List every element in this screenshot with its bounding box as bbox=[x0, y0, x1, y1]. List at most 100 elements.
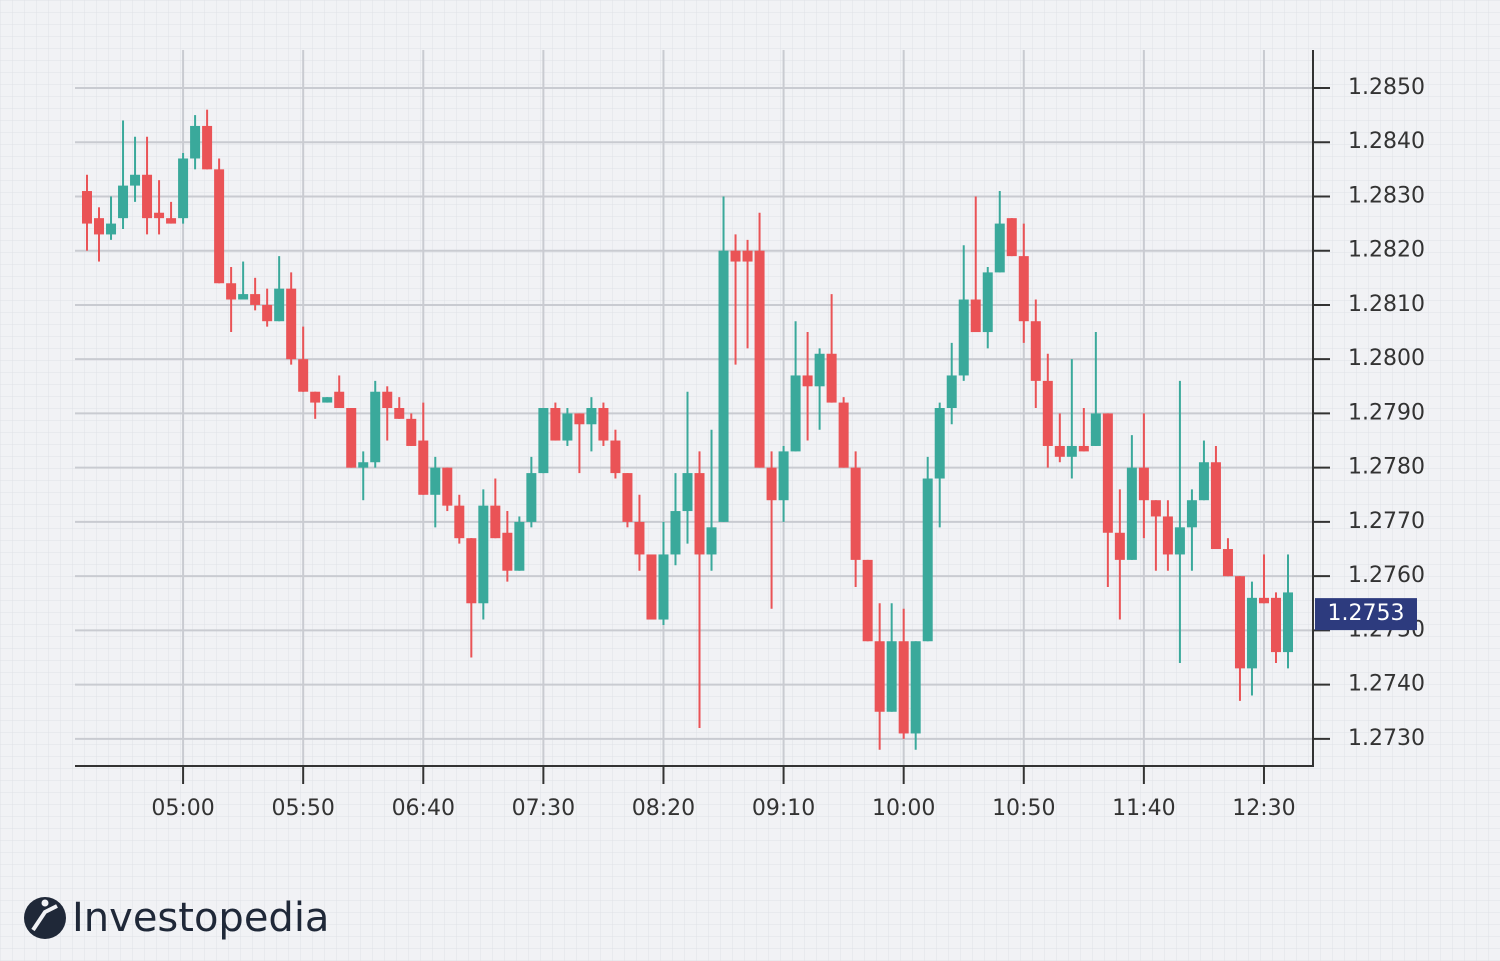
brand: Investopedia bbox=[72, 895, 329, 941]
candle-body bbox=[718, 250, 729, 522]
candle-body bbox=[970, 299, 981, 333]
candle-body bbox=[226, 283, 237, 300]
candle-body bbox=[82, 191, 92, 224]
candle-body bbox=[850, 467, 861, 560]
candle-body bbox=[526, 473, 537, 522]
candle-body bbox=[922, 478, 933, 642]
candle-body bbox=[730, 250, 741, 262]
candle-body bbox=[514, 521, 525, 571]
candle-body bbox=[286, 288, 297, 360]
y-tick-label: 1.2730 bbox=[1348, 726, 1425, 751]
y-tick-label: 1.2800 bbox=[1348, 346, 1425, 371]
candle-body bbox=[106, 223, 117, 235]
y-tick-label: 1.2820 bbox=[1348, 238, 1425, 263]
y-tick-label: 1.2840 bbox=[1348, 129, 1425, 154]
candle-body bbox=[1066, 445, 1077, 457]
candle-body bbox=[670, 511, 681, 555]
logo-icon-mark bbox=[31, 904, 58, 932]
candle-body bbox=[898, 641, 909, 734]
candle-body bbox=[1018, 256, 1029, 322]
candle-body bbox=[598, 408, 609, 441]
last-price-tag: 1.2753 bbox=[1315, 598, 1417, 631]
candle-body bbox=[874, 641, 885, 712]
candle-body bbox=[1030, 321, 1041, 381]
candle-body bbox=[1270, 597, 1281, 653]
candle-body bbox=[274, 288, 285, 322]
candle-body bbox=[358, 462, 369, 468]
candle-body bbox=[862, 559, 873, 642]
candle-body bbox=[790, 375, 801, 452]
x-tick-label: 10:50 bbox=[992, 796, 1055, 821]
y-tick-label: 1.2740 bbox=[1348, 672, 1425, 697]
candle-body bbox=[826, 353, 837, 403]
candle-body bbox=[346, 408, 357, 468]
candle-body bbox=[262, 304, 273, 322]
candle-body bbox=[454, 505, 465, 539]
candle-body bbox=[118, 185, 129, 219]
candle-body bbox=[430, 467, 441, 495]
candle-body bbox=[1283, 592, 1293, 653]
candle-body bbox=[382, 391, 393, 408]
candle-body bbox=[886, 641, 897, 712]
x-tick-label: 10:00 bbox=[872, 796, 935, 821]
candle-body bbox=[478, 505, 489, 604]
candle-body bbox=[742, 250, 753, 262]
candle-body bbox=[502, 532, 513, 571]
candle-body bbox=[202, 125, 213, 170]
x-tick-label: 08:20 bbox=[632, 796, 695, 821]
candle-body bbox=[982, 272, 993, 333]
candle-body bbox=[538, 408, 549, 474]
candle-body bbox=[1222, 549, 1233, 577]
y-tick-label: 1.2850 bbox=[1348, 75, 1425, 100]
candle-body bbox=[1006, 218, 1017, 257]
y-tick-label: 1.2760 bbox=[1348, 563, 1425, 588]
logo-icon-dot bbox=[41, 899, 49, 907]
candle-body bbox=[994, 223, 1005, 273]
candle-body bbox=[1198, 462, 1209, 501]
y-tick-label: 1.2790 bbox=[1348, 400, 1425, 425]
candle-body bbox=[190, 125, 201, 159]
candle-body bbox=[214, 169, 225, 284]
last-price-label: 1.2753 bbox=[1328, 601, 1405, 626]
candle-body bbox=[694, 473, 705, 555]
candle-body bbox=[550, 408, 561, 441]
candle-body bbox=[94, 218, 105, 235]
candle-body bbox=[1042, 380, 1053, 446]
candle-body bbox=[406, 418, 417, 446]
candle-body bbox=[778, 451, 789, 501]
candle-body bbox=[142, 174, 153, 219]
candle-body bbox=[910, 641, 921, 734]
candle-body bbox=[1162, 516, 1173, 555]
candle-body bbox=[490, 505, 501, 539]
candle-body bbox=[166, 218, 177, 224]
candle-body bbox=[1078, 445, 1089, 452]
candle-body bbox=[646, 554, 657, 620]
candle-body bbox=[250, 294, 261, 305]
candle-body bbox=[754, 250, 765, 468]
candle-body bbox=[586, 408, 597, 425]
candle-body bbox=[1258, 597, 1269, 604]
x-tick-label: 05:50 bbox=[271, 796, 334, 821]
candle-body bbox=[1102, 413, 1113, 533]
candle-body bbox=[1138, 467, 1149, 501]
candle-body bbox=[130, 174, 141, 186]
candle-body bbox=[322, 397, 333, 403]
candle-body bbox=[946, 375, 957, 408]
y-tick-label: 1.2770 bbox=[1348, 509, 1425, 534]
candle-body bbox=[1114, 532, 1125, 560]
y-tick-label: 1.2810 bbox=[1348, 292, 1425, 317]
candles bbox=[82, 109, 1293, 750]
candle-body bbox=[634, 521, 645, 555]
candle-body bbox=[934, 408, 945, 479]
candle-body bbox=[466, 538, 477, 604]
x-tick-label: 07:30 bbox=[512, 796, 575, 821]
grid bbox=[75, 50, 1313, 766]
candle-body bbox=[1090, 413, 1101, 446]
candle-body bbox=[178, 158, 189, 219]
candle-body bbox=[1210, 462, 1221, 550]
candle-body bbox=[310, 391, 321, 403]
candle-body bbox=[298, 359, 309, 392]
x-tick-label: 11:40 bbox=[1112, 796, 1175, 821]
